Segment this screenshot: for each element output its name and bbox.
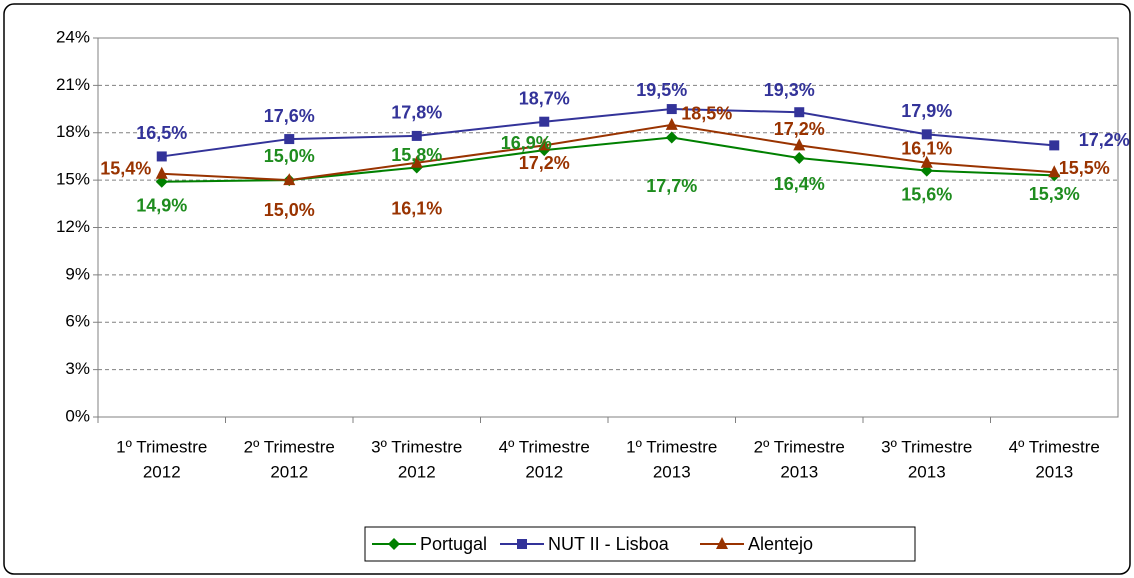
x-tick-label: 3º Trimestre xyxy=(881,437,972,456)
data-label: 16,1% xyxy=(391,199,442,219)
legend-label: NUT II - Lisboa xyxy=(548,534,670,554)
data-label: 17,2% xyxy=(1079,130,1130,150)
data-label: 17,6% xyxy=(264,106,315,126)
x-tick-label: 2013 xyxy=(1035,462,1073,481)
data-label: 16,4% xyxy=(774,174,825,194)
data-label: 15,4% xyxy=(100,159,151,179)
y-tick-label: 3% xyxy=(65,359,90,378)
y-tick-label: 18% xyxy=(56,122,90,141)
legend-box xyxy=(364,526,916,562)
x-tick-label: 2012 xyxy=(270,462,308,481)
y-tick-label: 15% xyxy=(56,170,90,189)
data-label: 17,7% xyxy=(646,176,697,196)
marker xyxy=(794,107,805,118)
x-tick-label: 4º Trimestre xyxy=(1009,437,1100,456)
data-label: 16,1% xyxy=(901,139,952,159)
marker xyxy=(665,117,678,130)
x-tick-label: 2º Trimestre xyxy=(754,437,845,456)
data-label: 18,5% xyxy=(681,104,732,124)
marker xyxy=(538,138,551,151)
marker xyxy=(410,155,423,168)
marker xyxy=(716,537,728,549)
data-label: 16,9% xyxy=(501,133,552,153)
marker xyxy=(793,138,806,151)
y-tick-label: 0% xyxy=(65,406,90,425)
x-tick-label: 2012 xyxy=(525,462,563,481)
plot-area xyxy=(97,37,1119,418)
y-tick-label: 21% xyxy=(56,75,90,94)
data-label: 17,8% xyxy=(391,103,442,123)
y-tick-label: 6% xyxy=(65,312,90,331)
x-tick-label: 2013 xyxy=(908,462,946,481)
x-tick-label: 1º Trimestre xyxy=(626,437,717,456)
data-label: 15,0% xyxy=(264,146,315,166)
x-tick-label: 3º Trimestre xyxy=(371,437,462,456)
data-label: 15,8% xyxy=(391,145,442,165)
marker xyxy=(539,116,550,127)
data-label: 15,0% xyxy=(264,200,315,220)
data-label: 15,6% xyxy=(901,184,952,204)
marker xyxy=(665,131,678,144)
x-tick-label: 1º Trimestre xyxy=(116,437,207,456)
marker xyxy=(411,130,422,141)
data-label: 16,5% xyxy=(136,123,187,143)
marker xyxy=(920,155,933,168)
x-tick-label: 2013 xyxy=(780,462,818,481)
series-line xyxy=(161,108,1055,158)
data-label: 17,2% xyxy=(774,119,825,139)
x-tick-label: 2013 xyxy=(653,462,691,481)
marker xyxy=(388,538,400,550)
marker xyxy=(666,104,677,115)
y-tick-label: 24% xyxy=(56,27,90,46)
legend-label: Portugal xyxy=(420,534,487,554)
series-line xyxy=(161,123,1055,182)
data-label: 19,3% xyxy=(764,80,815,100)
marker xyxy=(155,166,168,179)
marker xyxy=(284,134,295,145)
x-tick-label: 2012 xyxy=(143,462,181,481)
data-label: 17,9% xyxy=(901,101,952,121)
x-tick-label: 2012 xyxy=(398,462,436,481)
x-tick-label: 4º Trimestre xyxy=(499,437,590,456)
marker xyxy=(1049,140,1060,151)
data-label: 15,5% xyxy=(1059,158,1110,178)
marker xyxy=(156,151,167,162)
data-label: 14,9% xyxy=(136,195,187,215)
x-tick-label: 2º Trimestre xyxy=(244,437,335,456)
marker xyxy=(283,173,296,186)
y-tick-label: 12% xyxy=(56,217,90,236)
marker xyxy=(921,129,932,140)
legend-label: Alentejo xyxy=(748,534,813,554)
data-label: 18,7% xyxy=(519,88,570,108)
marker xyxy=(793,152,806,165)
data-label: 19,5% xyxy=(636,80,687,100)
data-label: 15,3% xyxy=(1029,184,1080,204)
y-tick-label: 9% xyxy=(65,264,90,283)
data-label: 17,2% xyxy=(519,153,570,173)
marker xyxy=(517,539,527,549)
marker xyxy=(1048,165,1061,178)
